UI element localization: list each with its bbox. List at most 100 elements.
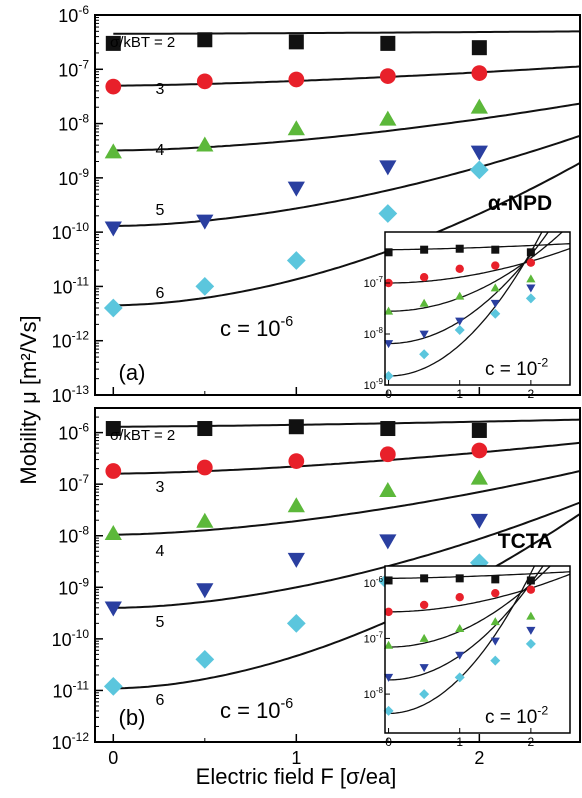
inset-plot: 10-910-810-70 1 2c = 10-2 [364, 231, 571, 401]
data-point-s2-1 [196, 512, 214, 528]
data-point-s3-3 [379, 160, 397, 176]
data-point-s3-0 [104, 601, 122, 617]
inset-y-tick-exponent: -7 [376, 275, 384, 284]
y-tick-label: 10-10 [52, 627, 90, 650]
y-tick-label: 10-9 [58, 575, 89, 598]
concentration-label-base: c = 10 [220, 698, 281, 723]
fit-curve-0 [113, 30, 580, 35]
y-tick-label: 10-7 [58, 57, 89, 80]
fit-curve-4 [113, 513, 580, 690]
series-label-4: 6 [156, 692, 165, 709]
inset-point-s2-2 [455, 291, 465, 300]
data-point-s0-2 [288, 34, 304, 50]
y-tick-label: 10-12 [52, 329, 90, 352]
y-tick-base: 10 [52, 332, 72, 352]
y-tick-label: 10-7 [58, 472, 89, 495]
data-point-s1-2 [288, 453, 305, 469]
data-point-s4-1 [195, 277, 215, 296]
inset-point-s1-2 [455, 593, 464, 602]
inset-point-s3-4 [526, 626, 536, 635]
series-label-3: 5 [156, 202, 165, 219]
inset-point-s0-1 [420, 245, 429, 254]
inset-x-tick-label: 1 [456, 735, 463, 749]
data-point-s4-0 [103, 676, 123, 696]
data-point-s1-2 [288, 71, 305, 88]
data-point-s4-4 [469, 160, 489, 180]
inset-point-s1-1 [419, 272, 429, 282]
inset-point-s4-1 [419, 349, 430, 360]
y-tick-exponent: -12 [72, 730, 90, 744]
x-tick-label: 1 [291, 748, 301, 768]
concentration-label: c = 10-6 [220, 696, 293, 723]
y-tick-label: 10-11 [53, 678, 90, 701]
y-tick-base: 10 [58, 475, 78, 495]
fit-curve-3 [113, 501, 580, 609]
inset-fit-curve-0 [388, 243, 570, 251]
y-tick-label: 10-6 [58, 3, 89, 26]
y-tick-exponent: -9 [78, 166, 89, 180]
data-point-s1-0 [105, 463, 122, 479]
concentration-label-exponent: -6 [281, 314, 294, 330]
inset-y-tick-base: 10 [364, 278, 376, 290]
fit-curve-0 [113, 418, 580, 428]
data-point-s3-4 [470, 145, 488, 161]
series-label-3: 5 [156, 614, 165, 631]
data-point-s2-2 [287, 120, 305, 136]
data-point-s0-0 [105, 35, 121, 51]
inset-point-s2-3 [490, 617, 500, 626]
x-tick-label: 0 [108, 748, 118, 768]
inset-concentration-label-base: c = 10 [485, 707, 537, 728]
y-tick-exponent: -13 [72, 383, 90, 397]
inset-point-s0-4 [526, 248, 535, 257]
inset-point-s3-0 [383, 340, 394, 349]
concentration-label: c = 10-6 [220, 314, 293, 341]
data-point-s1-1 [196, 73, 213, 90]
inset-point-s1-1 [419, 600, 429, 610]
inset-point-s3-2 [455, 317, 465, 326]
inset-frame [384, 231, 571, 386]
inset-fit-curve-1 [388, 573, 570, 613]
y-tick-exponent: -10 [72, 627, 90, 641]
inset-point-s4-2 [454, 672, 465, 683]
inset-y-tick-exponent: -9 [376, 377, 384, 386]
inset-y-tick-label: 10-9 [364, 377, 384, 392]
y-tick-base: 10 [52, 386, 72, 406]
fit-curve-3 [113, 134, 580, 227]
y-tick-base: 10 [58, 578, 78, 598]
y-tick-label: 10-9 [58, 166, 89, 189]
inset-point-s0-1 [420, 574, 429, 583]
inset-fit-curve-2 [388, 566, 552, 648]
inset-point-s1-3 [491, 588, 500, 598]
inset-concentration-label-exponent: -2 [537, 703, 548, 717]
data-point-s3-4 [470, 513, 488, 529]
inset-point-s0-2 [455, 574, 464, 583]
inset-frame [384, 565, 571, 734]
data-point-s1-3 [379, 68, 396, 84]
y-tick-exponent: -11 [73, 274, 90, 288]
data-point-s1-3 [379, 446, 396, 463]
inset-x-tick-label: 1 [456, 387, 463, 401]
inset-point-s0-3 [491, 245, 500, 254]
y-tick-exponent: -7 [78, 472, 89, 486]
inset-fit-curves [388, 566, 570, 715]
inset-point-s2-4 [526, 274, 536, 283]
y-tick-base: 10 [52, 733, 72, 753]
inset-point-s0-0 [384, 576, 393, 585]
y-tick-label: 10-10 [52, 220, 90, 243]
series-label-4: 6 [156, 285, 165, 302]
data-point-s0-3 [380, 421, 396, 437]
inset-x-tick-label: 2 [528, 735, 535, 749]
inset-point-s2-4 [526, 611, 536, 620]
y-tick-base: 10 [58, 6, 78, 26]
data-point-s0-1 [197, 32, 213, 48]
y-tick-base: 10 [52, 223, 72, 243]
inset-point-s1-4 [526, 258, 536, 267]
fit-curve-2 [113, 470, 580, 536]
data-point-s1-4 [471, 65, 488, 81]
y-tick-label: 10-8 [58, 112, 89, 135]
y-tick-base: 10 [58, 527, 78, 547]
y-tick-label: 10-6 [58, 421, 89, 444]
inset-y-tick-label: 10-6 [364, 575, 384, 590]
inset-fit-curve-4 [388, 566, 536, 715]
